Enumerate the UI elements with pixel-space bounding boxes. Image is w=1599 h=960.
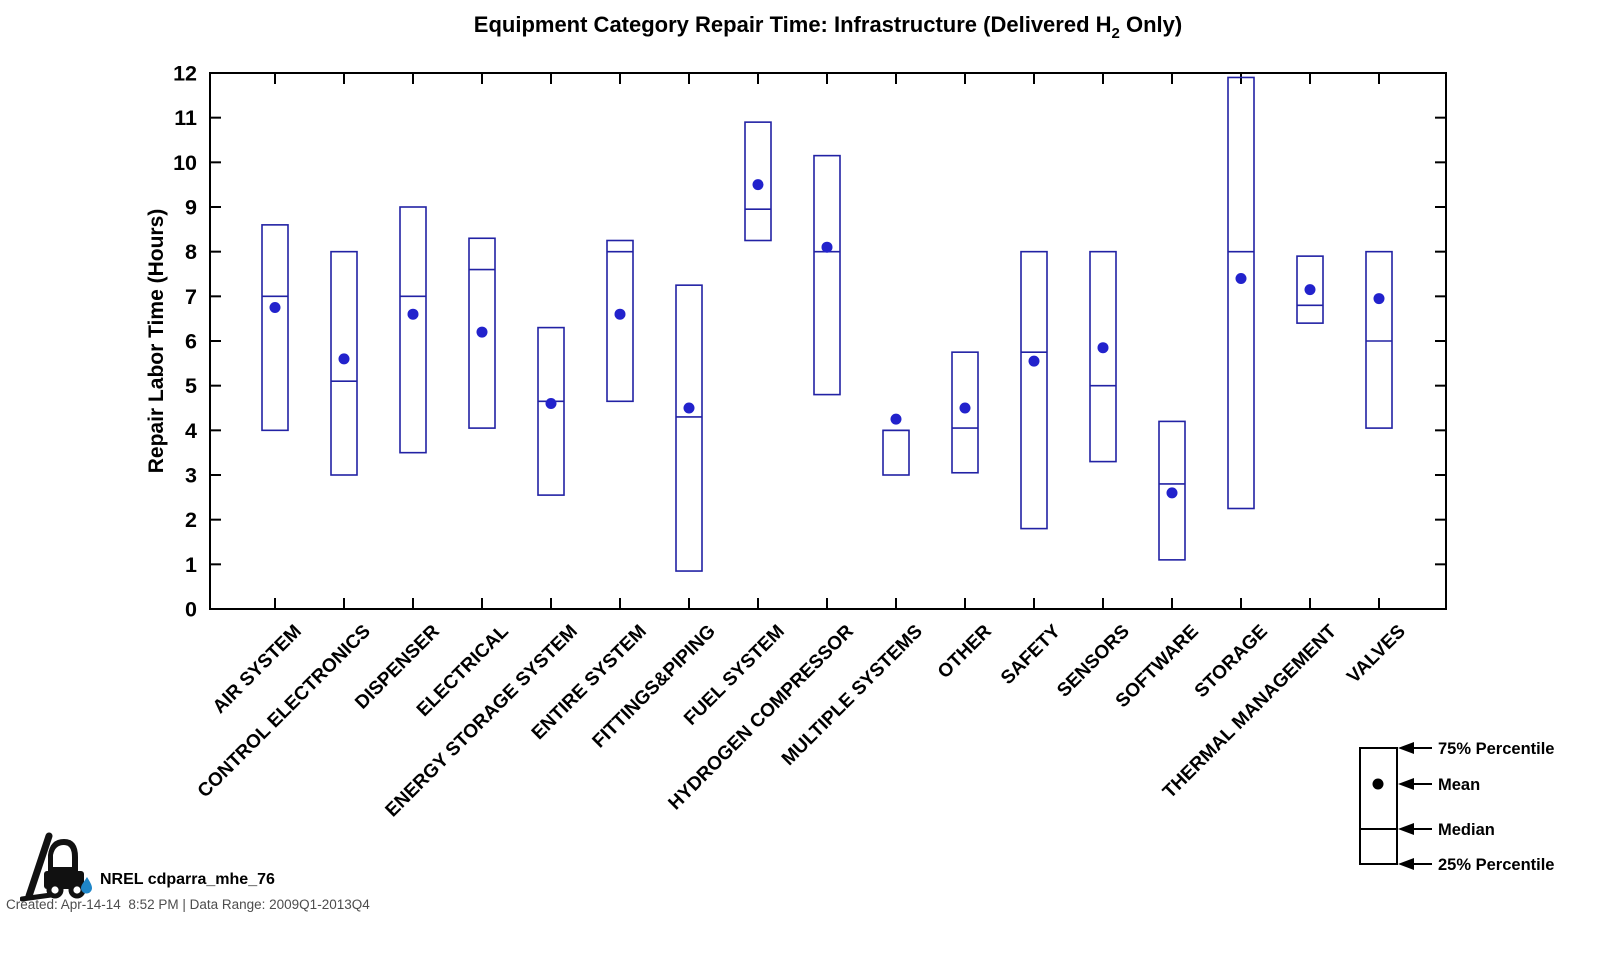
legend: 75% Percentile Mean Median 25% Percentile [1359, 740, 1554, 874]
iqr-box [399, 206, 427, 454]
chart-title: Equipment Category Repair Time: Infrastr… [210, 12, 1446, 42]
y-tick-label: 4 [185, 419, 197, 443]
axes-frame [209, 72, 1447, 610]
y-tick-label: 8 [185, 240, 197, 264]
iqr-box [1089, 250, 1117, 463]
legend-arrow-head-icon [1398, 823, 1414, 835]
y-tick-label: 9 [185, 196, 197, 220]
box-group [606, 239, 634, 403]
iqr-box [1365, 250, 1393, 429]
iqr-box [1296, 255, 1324, 324]
mean-marker [1097, 342, 1109, 354]
iqr-box [330, 250, 358, 476]
chart-title-text: Equipment Category Repair Time: Infrastr… [473, 12, 1112, 37]
mean-marker [683, 402, 695, 414]
mean-marker [890, 413, 902, 425]
chart-title-suffix: Only) [1119, 12, 1183, 37]
legend-label: Median [1438, 821, 1495, 839]
y-tick-label: 3 [185, 464, 197, 488]
box-group [468, 237, 496, 429]
created-timestamp-text: Created: Apr-14-14 8:52 PM | Data Range:… [6, 897, 370, 912]
mean-marker [545, 398, 557, 410]
box-group [1365, 250, 1393, 429]
iqr-box [1227, 76, 1255, 510]
box-group [813, 154, 841, 396]
box-group [261, 224, 289, 432]
iqr-box [675, 284, 703, 572]
iqr-box [744, 121, 772, 242]
iqr-box [951, 351, 979, 474]
box-group [951, 351, 979, 474]
y-tick-label: 0 [185, 598, 197, 622]
mean-marker [338, 353, 350, 365]
box-group [744, 121, 772, 242]
iqr-box [606, 239, 634, 403]
box-group [1296, 255, 1324, 324]
legend-mean-dot [1372, 778, 1384, 790]
iqr-box [882, 429, 910, 476]
mean-marker [959, 402, 971, 414]
y-tick-label: 6 [185, 330, 197, 354]
legend-arrow-head-icon [1398, 778, 1414, 790]
y-tick-label: 10 [173, 151, 197, 175]
mean-marker [1304, 284, 1316, 296]
nrel-forklift-logo-icon [20, 832, 93, 902]
mean-marker [614, 308, 626, 320]
iqr-box [468, 237, 496, 429]
y-tick-label: 11 [174, 106, 197, 130]
legend-arrow-head-icon [1398, 742, 1414, 754]
box-group [330, 250, 358, 476]
iqr-box [1158, 420, 1186, 561]
iqr-box [537, 326, 565, 496]
mean-marker [407, 308, 419, 320]
box-group [1089, 250, 1117, 463]
mean-marker [821, 241, 833, 253]
y-tick-label: 1 [185, 553, 197, 577]
box-group [675, 284, 703, 572]
legend-arrow-head-icon [1398, 858, 1414, 870]
box-group [1020, 250, 1048, 530]
iqr-box [813, 154, 841, 396]
mean-marker [476, 326, 488, 338]
iqr-box [1020, 250, 1048, 530]
box-group [882, 413, 910, 476]
y-tick-label: 12 [173, 62, 197, 86]
box-group [1227, 76, 1255, 510]
chart-title-subscript: 2 [1111, 25, 1120, 42]
legend-box [1359, 747, 1398, 865]
mean-marker [1166, 487, 1178, 499]
box-group [537, 326, 565, 496]
legend-label: 75% Percentile [1438, 740, 1554, 758]
box-group [1158, 420, 1186, 561]
mean-marker [1235, 272, 1247, 284]
mean-marker [1028, 355, 1040, 367]
y-tick-label: 2 [185, 508, 197, 532]
legend-label: 25% Percentile [1438, 856, 1554, 874]
water-drop-icon [81, 877, 93, 894]
box-group [399, 206, 427, 454]
mean-marker [1373, 293, 1385, 305]
y-tick-label: 5 [185, 374, 197, 398]
legend-label: Mean [1438, 776, 1480, 794]
attribution-text: NREL cdparra_mhe_76 [100, 871, 275, 888]
iqr-box [261, 224, 289, 432]
mean-marker [269, 302, 281, 313]
y-tick-label: 7 [185, 285, 197, 309]
mean-marker [752, 179, 764, 191]
